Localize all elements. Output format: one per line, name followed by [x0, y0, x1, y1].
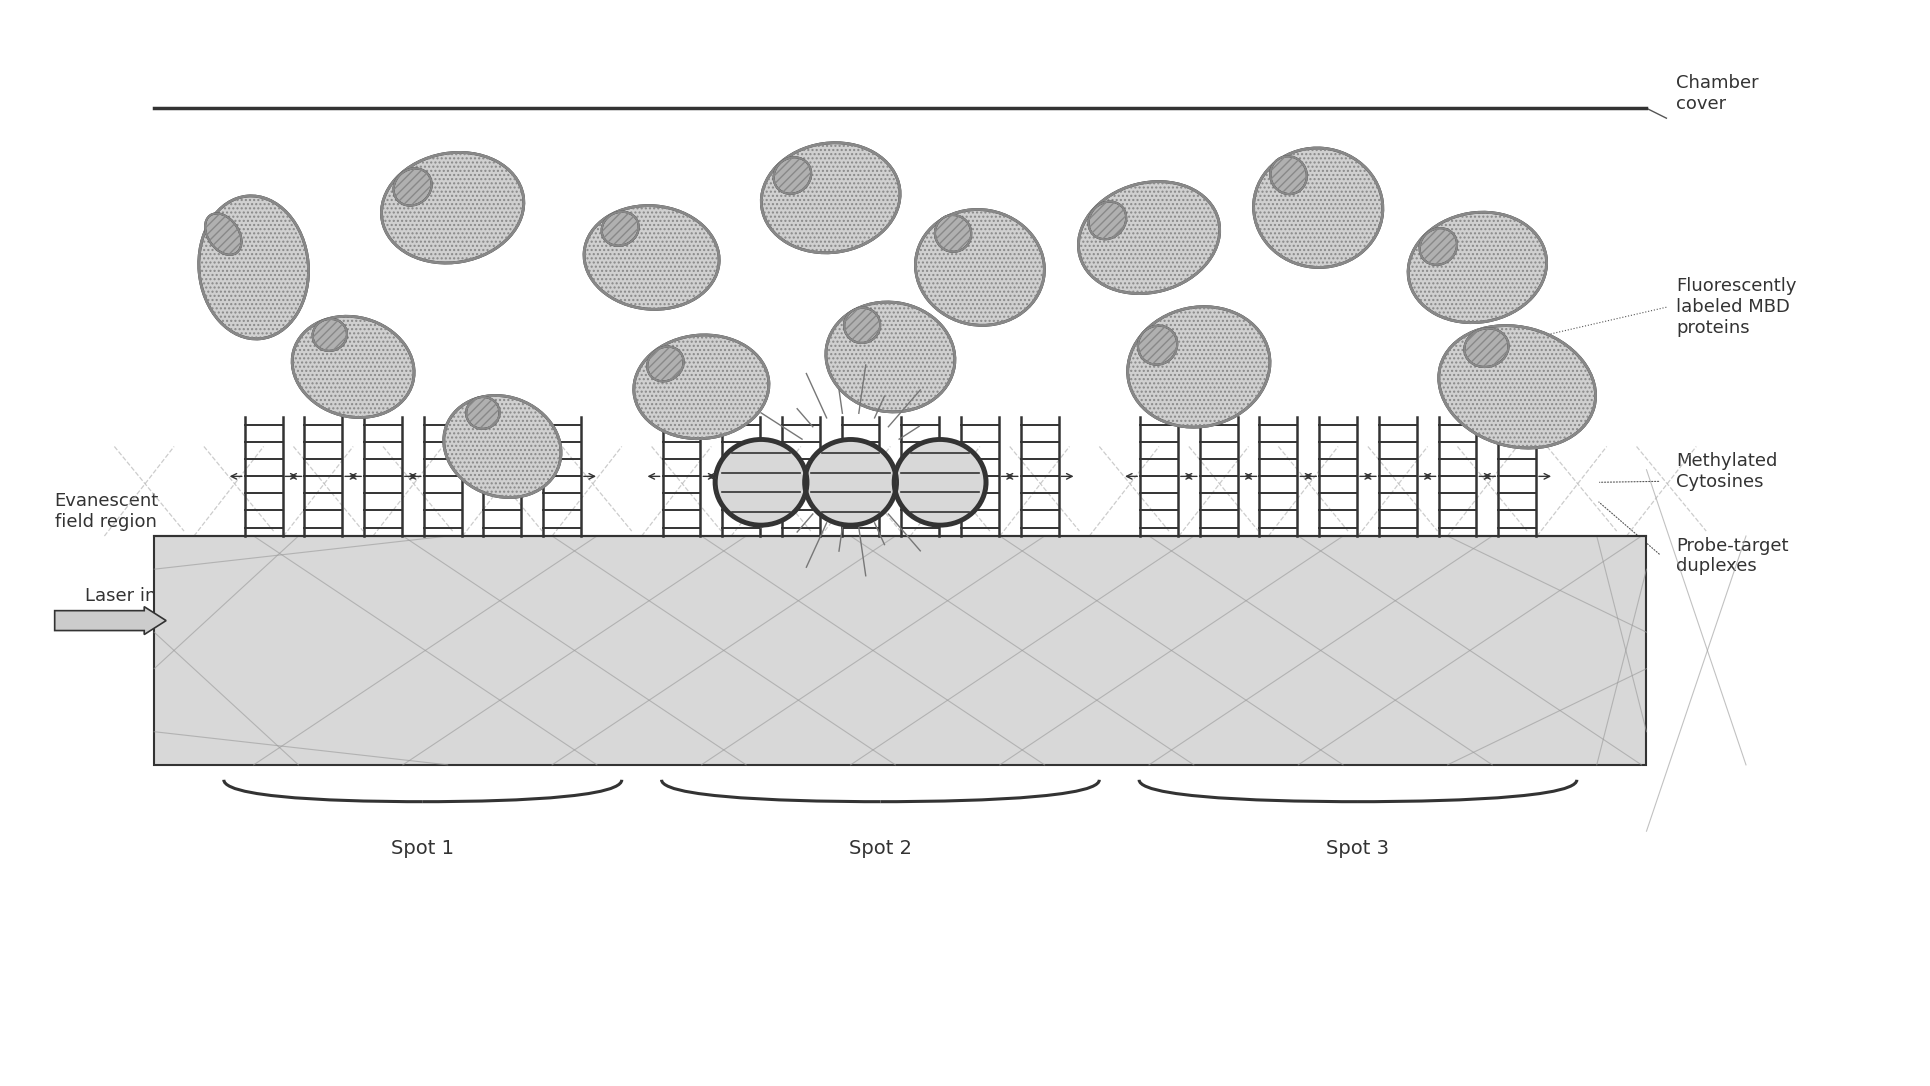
Ellipse shape — [1409, 212, 1546, 323]
Ellipse shape — [1270, 156, 1307, 194]
Ellipse shape — [807, 441, 896, 525]
Ellipse shape — [915, 210, 1044, 326]
Ellipse shape — [760, 142, 899, 253]
Ellipse shape — [602, 212, 639, 245]
Ellipse shape — [647, 346, 683, 381]
Text: Chamber
cover: Chamber cover — [1677, 74, 1758, 113]
Text: Methylated
Cytosines: Methylated Cytosines — [1677, 452, 1778, 491]
Ellipse shape — [394, 168, 432, 205]
Text: Spot 3: Spot 3 — [1326, 839, 1390, 858]
Ellipse shape — [1254, 148, 1382, 267]
Ellipse shape — [716, 441, 807, 525]
Ellipse shape — [896, 441, 984, 525]
FancyArrow shape — [54, 607, 166, 634]
Ellipse shape — [205, 213, 241, 255]
Ellipse shape — [1438, 326, 1596, 449]
Ellipse shape — [444, 395, 562, 497]
Text: Spot 2: Spot 2 — [849, 839, 913, 858]
Ellipse shape — [1465, 328, 1509, 367]
Text: Probe-target
duplexes: Probe-target duplexes — [1677, 536, 1789, 576]
Ellipse shape — [1139, 326, 1177, 365]
Ellipse shape — [843, 307, 880, 343]
Ellipse shape — [382, 152, 523, 263]
Ellipse shape — [1079, 181, 1220, 293]
Ellipse shape — [199, 195, 309, 339]
Ellipse shape — [633, 334, 768, 439]
Text: Fluorescently
labeled MBD
proteins: Fluorescently labeled MBD proteins — [1677, 277, 1797, 337]
Ellipse shape — [774, 157, 811, 193]
Text: Glass: Glass — [872, 645, 928, 666]
Text: Evanescent
field region: Evanescent field region — [54, 492, 158, 531]
Ellipse shape — [826, 302, 955, 412]
Ellipse shape — [1127, 306, 1270, 427]
Text: Laser in: Laser in — [85, 586, 156, 605]
Bar — [154, 536, 1646, 765]
Ellipse shape — [934, 215, 971, 252]
Text: Spot 1: Spot 1 — [392, 839, 454, 858]
Ellipse shape — [1420, 228, 1457, 265]
Ellipse shape — [467, 397, 500, 429]
Ellipse shape — [1089, 202, 1127, 239]
Ellipse shape — [291, 316, 415, 417]
Ellipse shape — [585, 205, 720, 310]
Ellipse shape — [313, 319, 347, 351]
